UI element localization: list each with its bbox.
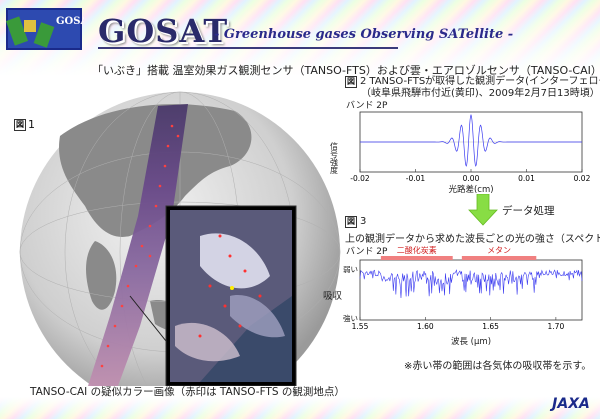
figure3-number: 3 xyxy=(360,216,367,227)
down-arrow-icon xyxy=(468,193,498,226)
x-tick-label: 0.00 xyxy=(463,174,480,183)
x-tick-label: 1.60 xyxy=(417,322,434,331)
x-tick-label: 0.01 xyxy=(518,174,535,183)
y-axis-label: 信号強度 xyxy=(330,141,339,175)
figure3-header: 図 3 xyxy=(345,216,366,228)
title-underline xyxy=(98,47,398,49)
x-tick-label: 1.70 xyxy=(548,322,565,331)
band-label: バンド 2P xyxy=(346,246,388,257)
co2-label: 二酸化炭素 xyxy=(397,245,437,255)
figure2-subtitle: （岐阜県飛騨市付近(黄印)、2009年2月7日13時頃） xyxy=(361,88,600,99)
logo-text: GOSAT xyxy=(56,16,84,27)
spectrum-series xyxy=(359,269,583,298)
process-arrow xyxy=(468,193,498,226)
footnote: ※赤い帯の範囲は各気体の吸収帯を示す。 xyxy=(404,361,592,372)
figure1-number: 1 xyxy=(28,118,35,131)
figure1-badge: 図 xyxy=(14,118,26,131)
ch4-label: メタン xyxy=(487,246,511,255)
x-axis-label: 波長 (μm) xyxy=(451,336,491,347)
y-tick-strong: 強い xyxy=(343,313,358,323)
gifu-point xyxy=(230,286,234,290)
figure1-caption: TANSO-CAI の疑似カラー画像（赤印は TANSO-FTS の観測地点） xyxy=(30,386,345,398)
figure3-badge: 図 xyxy=(345,216,357,228)
x-tick-label: -0.01 xyxy=(406,174,426,183)
observation-points xyxy=(100,124,180,368)
figure2-header: 図 2 TANSO-FTSが取得した観測データ(インターフェログラム) （岐阜県… xyxy=(345,76,600,100)
continent-india xyxy=(86,241,117,310)
x-tick-label: 1.65 xyxy=(482,322,499,331)
x-axis-label: 光路差(cm) xyxy=(448,184,493,195)
main-caption: 「いぶき」搭載 温室効果ガス観測センサ（TANSO-FTS）および雲・エアロゾル… xyxy=(92,64,600,77)
y-tick-weak: 弱い xyxy=(343,265,358,274)
x-tick-label: 1.55 xyxy=(352,322,369,331)
figure2-number: 2 xyxy=(360,76,367,87)
x-tick-label: -0.02 xyxy=(350,174,370,183)
co2-band xyxy=(380,256,453,260)
ch4-band xyxy=(461,256,537,260)
jaxa-logo-text: JAXA xyxy=(549,396,590,412)
process-label: データ処理 xyxy=(502,205,555,217)
interferogram-series xyxy=(360,113,582,167)
globe-figure xyxy=(0,66,360,413)
interferogram-chart: バンド 2P 信号強度 -0.02 -0.01 0.00 0.01 0.02 光路差(c… xyxy=(322,100,592,195)
inset-observation-points xyxy=(198,234,262,338)
page-title: GOSAT xyxy=(98,12,229,50)
jaxa-logo: JAXA xyxy=(548,384,594,414)
gosat-logo: GOSAT xyxy=(4,4,96,54)
satellite-swath xyxy=(88,104,188,386)
x-tick-label: 0.02 xyxy=(574,174,591,183)
figure3-title: 上の観測データから求めた波長ごとの光の強さ（スペクトル） xyxy=(345,234,600,245)
spectrum-chart: バンド 2P 二酸化炭素 メタン 弱い 強い 吸収 1.55 1.60 1.65 1.… xyxy=(322,244,592,359)
plot-frame xyxy=(359,259,583,321)
figure2-badge: 図 xyxy=(345,76,357,88)
satellite-icon xyxy=(5,16,55,48)
figure2-title: TANSO-FTSが取得した観測データ(インターフェログラム) xyxy=(369,76,600,87)
band-label: バンド 2P xyxy=(346,100,388,111)
page-subtitle: - Greenhouse gases Observing SATellite - xyxy=(214,27,514,42)
figure1-label: 図 1 xyxy=(14,118,35,131)
y-axis-label: 吸収 xyxy=(323,290,343,302)
